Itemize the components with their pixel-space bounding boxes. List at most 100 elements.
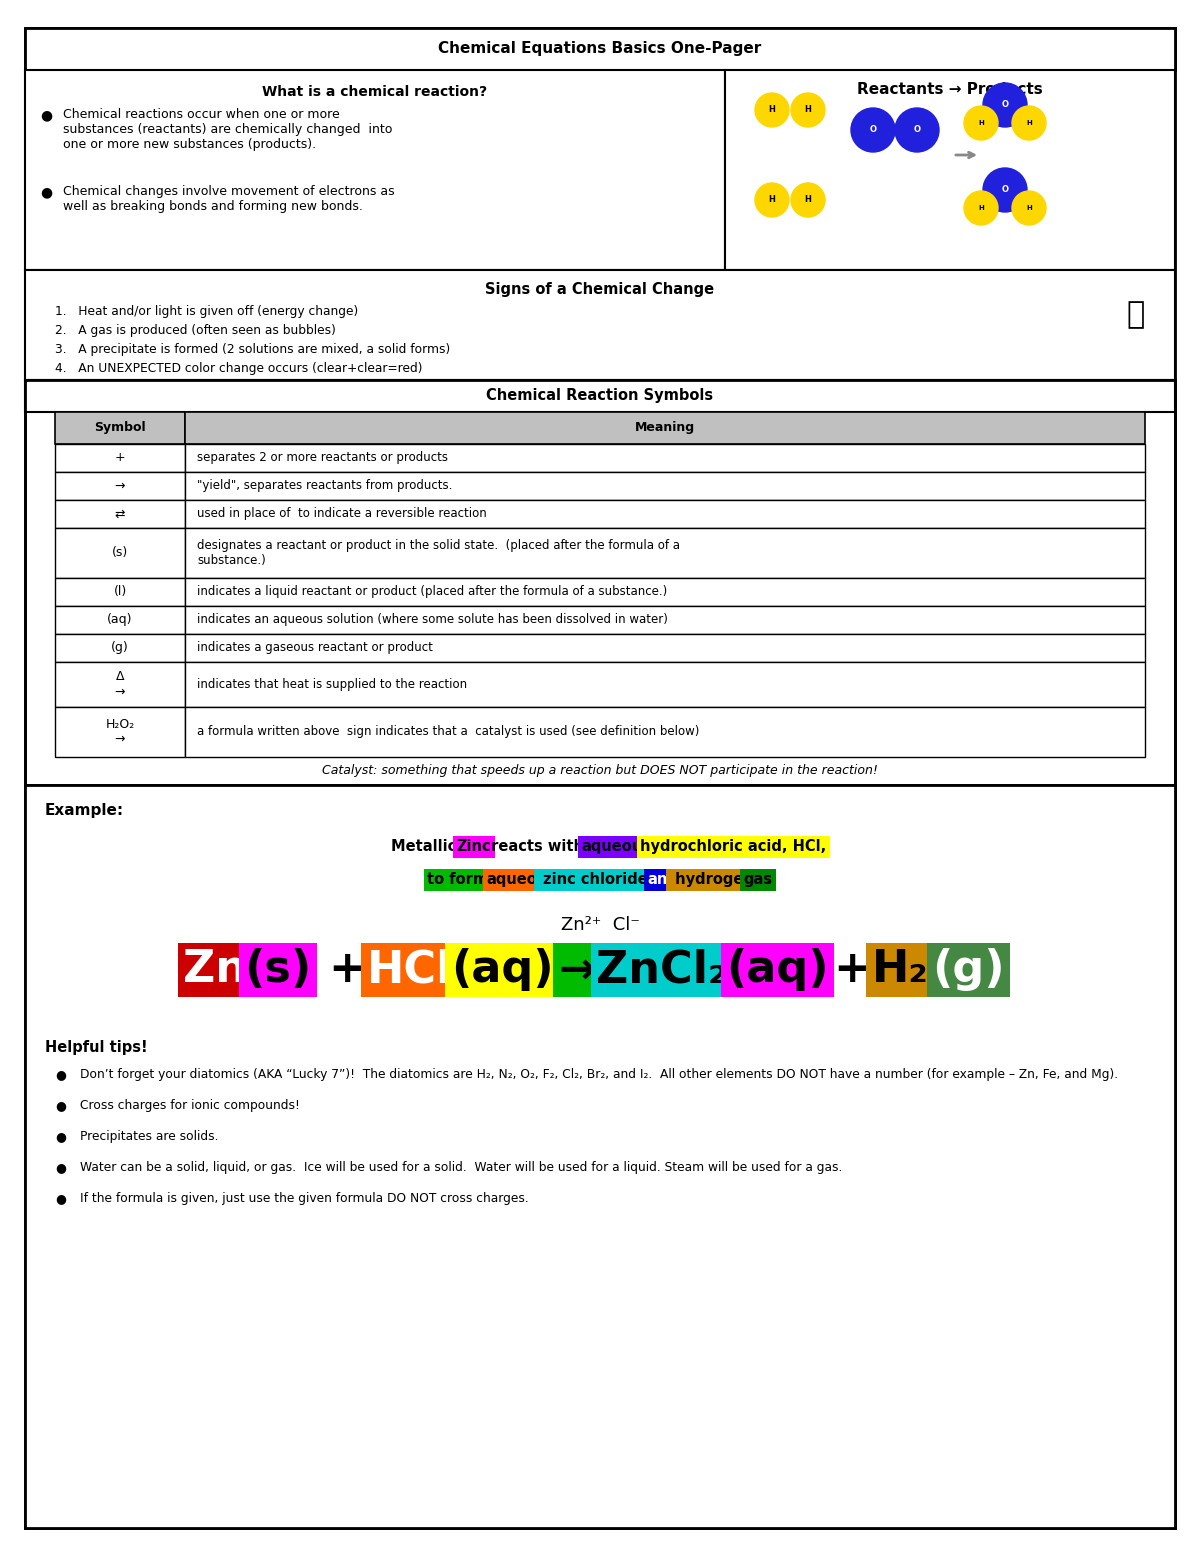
Text: O: O	[1002, 101, 1008, 110]
Text: gas: gas	[743, 873, 773, 887]
Bar	[25, 380, 1175, 412]
Text: Chemical changes involve movement of electrons as
well as breaking bonds and for: Chemical changes involve movement of ele…	[64, 185, 395, 213]
Text: If the formula is given, just use the given formula DO NOT cross charges.: If the formula is given, just use the gi…	[80, 1193, 529, 1205]
Text: +: +	[329, 949, 366, 991]
Circle shape	[1012, 191, 1046, 225]
Text: O: O	[870, 126, 876, 135]
Text: HCl: HCl	[367, 949, 452, 991]
Circle shape	[964, 106, 998, 140]
Text: Zinc: Zinc	[457, 840, 491, 854]
Text: (s): (s)	[112, 547, 128, 559]
Text: Catalyst: something that speeds up a reaction but DOES NOT participate in the re: Catalyst: something that speeds up a rea…	[322, 764, 878, 778]
Text: Δ
→: Δ →	[115, 671, 125, 699]
Bar	[185, 528, 1145, 578]
Circle shape	[964, 191, 998, 225]
Bar	[55, 528, 185, 578]
Bar	[185, 472, 1145, 500]
Text: ●: ●	[55, 1131, 66, 1143]
Text: What is a chemical reaction?: What is a chemical reaction?	[263, 85, 487, 99]
Text: (g): (g)	[932, 949, 1006, 991]
Text: H: H	[804, 106, 811, 115]
Bar	[185, 412, 1145, 444]
Text: Water can be a solid, liquid, or gas.  Ice will be used for a solid.  Water will: Water can be a solid, liquid, or gas. Ic…	[80, 1162, 842, 1174]
Text: indicates a liquid reactant or product (placed after the formula of a substance.: indicates a liquid reactant or product (…	[197, 585, 667, 598]
Text: (l): (l)	[113, 585, 127, 598]
Circle shape	[983, 168, 1027, 213]
Bar	[55, 606, 185, 634]
Text: ●: ●	[55, 1100, 66, 1112]
Text: used in place of  to indicate a reversible reaction: used in place of to indicate a reversibl…	[197, 508, 487, 520]
Text: ●: ●	[55, 1193, 66, 1205]
Text: .: .	[766, 873, 772, 887]
Text: O: O	[913, 126, 920, 135]
Bar	[55, 634, 185, 662]
Circle shape	[791, 93, 826, 127]
Text: Meaning: Meaning	[635, 421, 695, 435]
Text: Precipitates are solids.: Precipitates are solids.	[80, 1131, 218, 1143]
Text: Signs of a Chemical Change: Signs of a Chemical Change	[486, 283, 714, 297]
Bar	[185, 500, 1145, 528]
Text: →: →	[558, 949, 595, 991]
Text: zinc chloride: zinc chloride	[538, 873, 653, 887]
Text: +: +	[833, 949, 871, 991]
Text: 4.   An UNEXPECTED color change occurs (clear+clear=red): 4. An UNEXPECTED color change occurs (cl…	[55, 362, 422, 374]
Text: reacts with: reacts with	[486, 840, 589, 854]
Bar	[725, 70, 1175, 270]
Text: H₂: H₂	[871, 949, 929, 991]
Text: aqueous: aqueous	[582, 840, 652, 854]
Text: 3.   A precipitate is formed (2 solutions are mixed, a solid forms): 3. A precipitate is formed (2 solutions …	[55, 343, 450, 356]
Text: indicates a gaseous reactant or product: indicates a gaseous reactant or product	[197, 641, 433, 654]
Text: Zn: Zn	[184, 949, 247, 991]
Bar	[55, 500, 185, 528]
Circle shape	[755, 183, 790, 217]
Text: Zn²⁺  Cl⁻: Zn²⁺ Cl⁻	[560, 916, 640, 933]
Bar	[25, 380, 1175, 784]
Text: H: H	[768, 106, 775, 115]
Text: to form: to form	[427, 873, 493, 887]
Text: ZnCl₂: ZnCl₂	[596, 949, 727, 991]
Bar	[25, 270, 1175, 380]
Text: Don’t forget your diatomics (AKA “Lucky 7”)!  The diatomics are H₂, N₂, O₂, F₂, : Don’t forget your diatomics (AKA “Lucky …	[80, 1068, 1118, 1081]
Circle shape	[851, 109, 895, 152]
Text: H₂O₂
→: H₂O₂ →	[106, 717, 134, 745]
Bar	[55, 412, 185, 444]
Text: +: +	[115, 452, 125, 464]
Text: Helpful tips!: Helpful tips!	[46, 1041, 148, 1054]
Bar	[55, 578, 185, 606]
Text: and: and	[648, 873, 679, 887]
Text: a formula written above  sign indicates that a  catalyst is used (see definition: a formula written above sign indicates t…	[197, 725, 700, 739]
Text: (s): (s)	[245, 949, 312, 991]
Text: hydrochloric acid, HCl,: hydrochloric acid, HCl,	[641, 840, 827, 854]
Text: →: →	[115, 480, 125, 492]
Text: H: H	[1026, 120, 1032, 126]
Text: Reactants → Products: Reactants → Products	[857, 82, 1043, 96]
Bar	[185, 606, 1145, 634]
Text: ●: ●	[55, 1162, 66, 1174]
Text: H: H	[1026, 205, 1032, 211]
Circle shape	[983, 82, 1027, 127]
Text: H: H	[768, 196, 775, 205]
Text: Example:: Example:	[46, 803, 124, 818]
Text: aqueous: aqueous	[486, 873, 556, 887]
Text: indicates that heat is supplied to the reaction: indicates that heat is supplied to the r…	[197, 679, 467, 691]
Text: Chemical Equations Basics One-Pager: Chemical Equations Basics One-Pager	[438, 42, 762, 56]
Text: (aq): (aq)	[726, 949, 829, 991]
Circle shape	[1012, 106, 1046, 140]
Bar	[185, 634, 1145, 662]
Text: Chemical reactions occur when one or more
substances (reactants) are chemically : Chemical reactions occur when one or mor…	[64, 109, 392, 151]
Text: Chemical Reaction Symbols: Chemical Reaction Symbols	[486, 388, 714, 404]
Text: ⇄: ⇄	[115, 508, 125, 520]
Text: 1.   Heat and/or light is given off (energy change): 1. Heat and/or light is given off (energ…	[55, 304, 359, 318]
Text: ●: ●	[40, 109, 52, 123]
Bar	[25, 70, 725, 270]
Text: "yield", separates reactants from products.: "yield", separates reactants from produc…	[197, 480, 452, 492]
Text: H: H	[978, 120, 984, 126]
Text: ●: ●	[40, 185, 52, 199]
Bar	[185, 662, 1145, 707]
Circle shape	[791, 183, 826, 217]
Text: Metallic: Metallic	[390, 840, 461, 854]
Text: hydrogen: hydrogen	[670, 873, 758, 887]
Text: (g): (g)	[112, 641, 128, 654]
Text: indicates an aqueous solution (where some solute has been dissolved in water): indicates an aqueous solution (where som…	[197, 613, 668, 626]
Bar	[25, 784, 1175, 1528]
